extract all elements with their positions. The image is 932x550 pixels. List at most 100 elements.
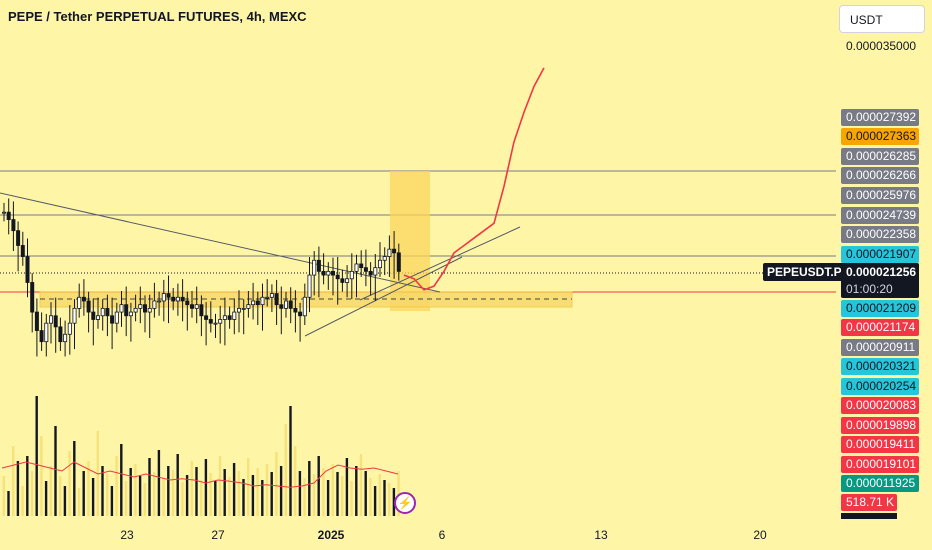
candle-body <box>260 296 265 306</box>
candle-body <box>124 304 129 317</box>
candle-body <box>345 278 350 283</box>
bar-countdown: 01:00:20 <box>846 282 893 296</box>
candle-body <box>208 319 213 324</box>
candle-body <box>298 311 303 317</box>
candle-body <box>279 304 284 309</box>
volume-bar <box>148 458 151 516</box>
candle-body <box>392 248 397 254</box>
volume-bar <box>261 480 264 516</box>
candle-body <box>171 296 176 302</box>
candle-body <box>213 322 218 325</box>
symbol-tag: PEPEUSDT.P <box>763 263 846 281</box>
candle-body <box>133 307 138 313</box>
volume-bar <box>345 458 349 516</box>
volume-bar <box>162 478 165 516</box>
channel-line <box>359 226 521 301</box>
volume-bar <box>12 446 15 516</box>
candle-body <box>6 211 11 220</box>
volume-bar <box>237 471 240 516</box>
current-price-tag: 0.000021256 01:00:20 <box>841 263 919 298</box>
volume-bar <box>270 472 273 516</box>
volume-bar <box>7 491 10 516</box>
volume-bar <box>129 468 132 516</box>
current-price-value: 0.000021256 <box>846 265 917 279</box>
volume-bar <box>77 488 81 516</box>
volume-bar <box>59 476 62 516</box>
candle-body <box>157 300 162 303</box>
candle-body <box>363 267 368 272</box>
candle-body <box>283 300 288 309</box>
volume-bar <box>40 436 43 516</box>
candle-body <box>63 333 68 343</box>
flash-icon[interactable]: ⚡ <box>394 492 416 514</box>
volume-bar <box>49 466 52 516</box>
volume-bar <box>190 461 193 516</box>
volume-bar <box>143 483 146 516</box>
volume-bar <box>322 468 325 516</box>
volume-bar <box>388 483 391 516</box>
volume-bar <box>106 474 109 516</box>
candle-body <box>335 274 340 280</box>
candle-body <box>288 300 293 309</box>
volume-bar <box>204 459 208 516</box>
price-label: 0.000020911 <box>841 339 919 356</box>
scale-bottom-stub <box>841 513 897 519</box>
volume-bar <box>30 471 34 516</box>
volume-bar <box>26 456 29 516</box>
volume-bar <box>185 475 189 516</box>
candle-body <box>387 248 392 257</box>
volume-bar <box>289 406 292 516</box>
volume-bar <box>138 476 142 516</box>
candle-body <box>373 267 378 276</box>
candle-body <box>152 300 157 309</box>
candle-body <box>161 293 166 302</box>
volume-bar <box>110 486 114 516</box>
volume-bar <box>16 461 20 516</box>
candle-body <box>302 296 307 317</box>
x-axis-label: 20 <box>753 528 767 542</box>
volume-bar <box>176 454 179 516</box>
volume-bar <box>181 482 184 516</box>
candle-body <box>251 300 256 306</box>
time-highlight-zone <box>390 171 430 311</box>
candle-body <box>67 322 72 335</box>
candle-body <box>265 296 270 299</box>
volume-bar <box>317 456 320 516</box>
volume-bar <box>91 478 95 516</box>
volume-bar <box>82 471 85 516</box>
volume-bar <box>63 486 67 516</box>
volume-tag: 518.71 K <box>841 494 897 511</box>
x-axis-label: 6 <box>438 528 446 542</box>
volume-bar <box>214 481 217 516</box>
price-label: 0.000025976 <box>841 187 919 204</box>
candle-body <box>330 270 335 276</box>
candle-body <box>236 307 241 313</box>
candle-body <box>34 311 39 331</box>
volume-bar <box>303 478 306 516</box>
volume-bar <box>228 477 231 516</box>
price-label: 0.000020321 <box>841 358 919 375</box>
volume-bar <box>87 461 90 516</box>
candle-body <box>49 315 54 324</box>
volume-bar <box>209 473 212 516</box>
candle-body <box>44 322 49 343</box>
candle-body <box>194 304 199 309</box>
volume-bar <box>195 467 198 516</box>
volume-bar <box>383 480 386 516</box>
candle-body <box>110 315 115 324</box>
candle-body <box>16 230 21 246</box>
volume-bar <box>232 463 236 516</box>
currency-selector[interactable]: USDT <box>839 5 925 33</box>
price-label: 0.000021907 <box>841 246 919 263</box>
volume-bar <box>35 396 38 516</box>
candle-body <box>142 304 147 313</box>
volume-bar <box>153 472 156 516</box>
volume-bar <box>373 486 377 516</box>
candle-body <box>321 270 326 276</box>
candle-body <box>77 296 82 309</box>
chart-title: PEPE / Tether PERPETUAL FUTURES, 4h, MEX… <box>8 9 307 24</box>
candle-body <box>53 315 58 328</box>
x-axis-label: 13 <box>594 528 608 542</box>
candle-body <box>58 326 63 343</box>
volume-bar <box>355 466 358 516</box>
